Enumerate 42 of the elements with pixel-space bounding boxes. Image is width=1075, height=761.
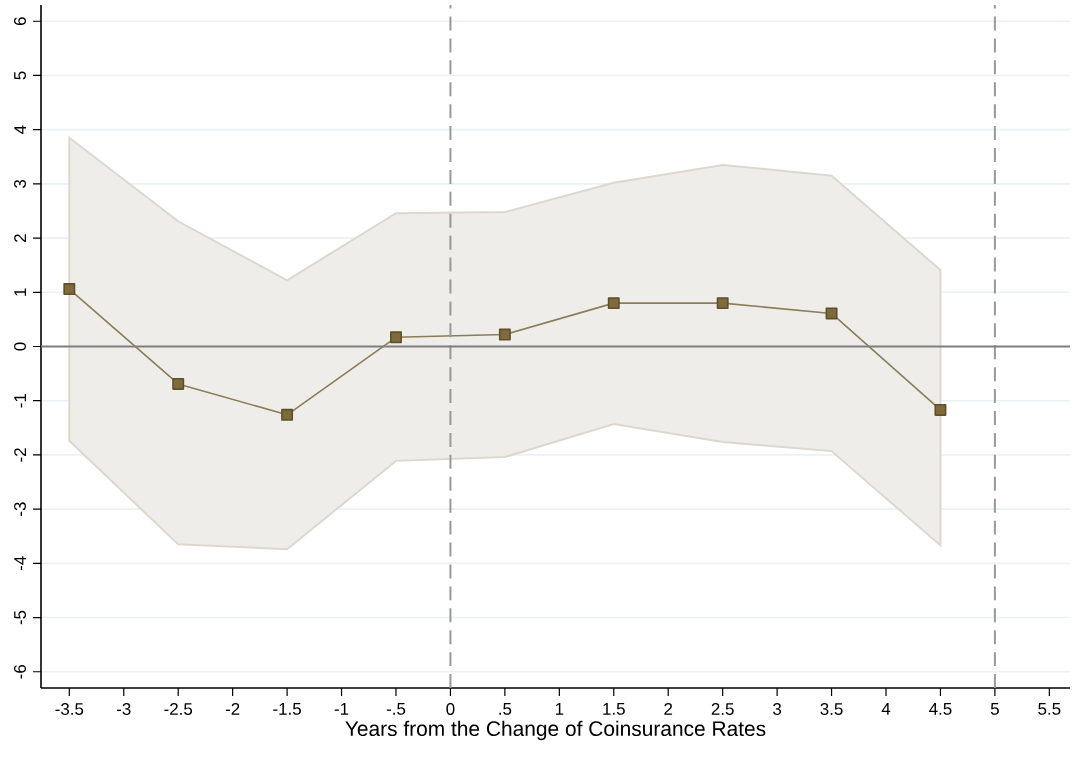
- point: [281, 408, 294, 421]
- point: [390, 331, 402, 344]
- point: [934, 403, 947, 416]
- point: [172, 377, 185, 390]
- x-tick-label: 3: [773, 703, 782, 715]
- x-tick-label: -2: [225, 703, 240, 715]
- y-tick-label: 2: [14, 234, 26, 242]
- x-tick-label: 4.5: [929, 703, 952, 715]
- x-axis-title: Years from the Change of Coinsurance Rates: [345, 720, 766, 741]
- y-tick-label: 0: [14, 342, 26, 351]
- x-tick-label: -3: [116, 703, 131, 715]
- x-tick-label: 5.5: [1038, 703, 1061, 715]
- x-tick-label: 2.5: [711, 703, 734, 715]
- x-tick-label: 0: [446, 703, 455, 715]
- point: [716, 297, 729, 310]
- x-tick-label: -.5: [386, 703, 406, 715]
- x-tick-label: 3.5: [820, 703, 843, 715]
- y-tick-label: 5: [14, 71, 26, 80]
- y-tick-label: -6: [14, 664, 26, 679]
- x-tick-label: 1.5: [603, 703, 625, 715]
- y-tick-label: 6: [14, 17, 26, 26]
- y-tick-label: 3: [14, 179, 26, 188]
- point: [498, 328, 511, 341]
- y-tick-label: 4: [14, 125, 26, 134]
- x-tick-label: 4: [881, 703, 891, 715]
- y-tick-label: -3: [14, 502, 26, 516]
- point: [63, 283, 76, 296]
- x-tick-label: -1: [334, 703, 349, 715]
- point: [825, 307, 838, 320]
- point: [607, 297, 620, 310]
- x-tick-label: .5: [499, 703, 512, 715]
- y-tick-label: 1: [14, 288, 26, 296]
- x-tick-label: 5: [990, 703, 999, 715]
- y-tick-label: -5: [14, 610, 26, 625]
- x-tick-label: -3.5: [55, 703, 84, 715]
- x-tick-label: 1: [555, 703, 564, 715]
- x-tick-label: 2: [664, 703, 673, 715]
- y-tick-label: -4: [14, 556, 26, 571]
- x-tick-label: -2.5: [164, 703, 193, 715]
- y-tick-label: -2: [14, 448, 26, 462]
- y-tick-label: -1: [14, 394, 26, 408]
- x-tick-label: -1.5: [273, 703, 301, 715]
